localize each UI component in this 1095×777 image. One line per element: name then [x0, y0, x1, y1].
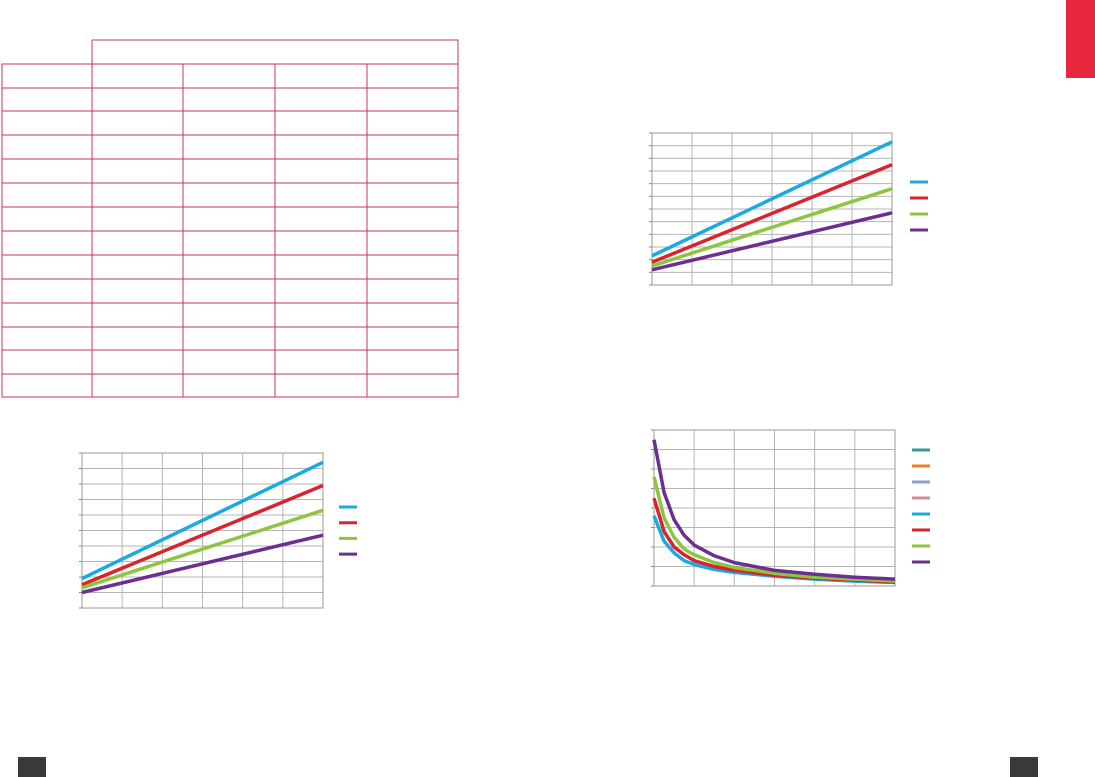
table-cell: [1, 230, 93, 256]
table-cell: [91, 110, 184, 136]
table-cell: [182, 206, 276, 232]
table-cell: [182, 349, 276, 375]
table-cell: [366, 230, 459, 256]
table-cell: [366, 182, 459, 208]
data-line: [651, 211, 893, 272]
table-cell: [182, 63, 276, 89]
table-cell: [182, 326, 276, 351]
table-cell: [1, 182, 93, 208]
table-cell: [91, 326, 184, 351]
table-cell: [182, 134, 276, 160]
table-cell: [274, 158, 368, 184]
table-cell: [274, 278, 368, 304]
table-cell: [1, 63, 93, 89]
table-cell: [91, 373, 184, 398]
table-cell: [182, 254, 276, 280]
table-cell: [182, 182, 276, 208]
table-cell: [91, 182, 184, 208]
table-cell: [274, 302, 368, 328]
table-cell: [182, 230, 276, 256]
table-cell: [366, 373, 459, 398]
table-cell: [1, 302, 93, 328]
table-cell: [1, 87, 93, 112]
table-cell: [366, 254, 459, 280]
table-cell: [366, 87, 459, 112]
table-cell: [1, 254, 93, 280]
table-cell: [1, 110, 93, 136]
table-cell: [366, 110, 459, 136]
table-cell: [91, 134, 184, 160]
table-cell: [274, 63, 368, 89]
table-cell: [1, 373, 93, 398]
table-cell: [182, 158, 276, 184]
chart: [649, 132, 928, 286]
table-header-cell: [91, 39, 459, 65]
table-cell: [366, 63, 459, 89]
table-cell: [182, 110, 276, 136]
table-cell: [1, 278, 93, 304]
data-line: [651, 163, 893, 264]
table-cell: [1, 158, 93, 184]
table-cell: [366, 349, 459, 375]
table-cell: [91, 87, 184, 112]
page-number-box: [1010, 757, 1038, 777]
table-cell: [274, 87, 368, 112]
table-cell: [274, 110, 368, 136]
table-cell: [182, 87, 276, 112]
table: [1, 39, 459, 398]
table-cell: [1, 206, 93, 232]
data-line: [81, 508, 324, 590]
table-cell: [91, 158, 184, 184]
table-cell: [91, 349, 184, 375]
page-number-box: [18, 757, 46, 777]
table-cell: [274, 230, 368, 256]
plot-frame: [651, 132, 893, 286]
section-tab: [1066, 0, 1095, 78]
data-line: [652, 439, 896, 581]
table-cell: [182, 302, 276, 328]
table-cell: [91, 230, 184, 256]
table-cell: [182, 278, 276, 304]
table-cell: [274, 182, 368, 208]
table-cell: [274, 134, 368, 160]
table-cell: [1, 134, 93, 160]
table-cell: [274, 206, 368, 232]
table-cell: [366, 302, 459, 328]
data-line: [81, 533, 324, 595]
table-cell: [366, 326, 459, 351]
data-line: [81, 483, 324, 587]
table-cell: [91, 278, 184, 304]
plot-frame: [81, 452, 324, 609]
table-cell: [274, 373, 368, 398]
chart: [651, 429, 930, 587]
data-line: [651, 187, 893, 268]
table-cell: [366, 206, 459, 232]
table-cell: [274, 326, 368, 351]
table-cell: [1, 326, 93, 351]
table-cell: [274, 254, 368, 280]
table-cell: [91, 206, 184, 232]
table-cell: [274, 349, 368, 375]
table-cell: [91, 254, 184, 280]
plot-frame: [653, 429, 896, 587]
table-cell: [182, 373, 276, 398]
data-line: [81, 460, 324, 581]
table-cell: [91, 302, 184, 328]
table-cell: [1, 349, 93, 375]
table-cell: [366, 158, 459, 184]
data-line: [652, 476, 896, 583]
chart: [79, 452, 357, 609]
table-cell: [366, 278, 459, 304]
table-cell: [91, 63, 184, 89]
table-cell: [366, 134, 459, 160]
data-line: [651, 140, 893, 258]
